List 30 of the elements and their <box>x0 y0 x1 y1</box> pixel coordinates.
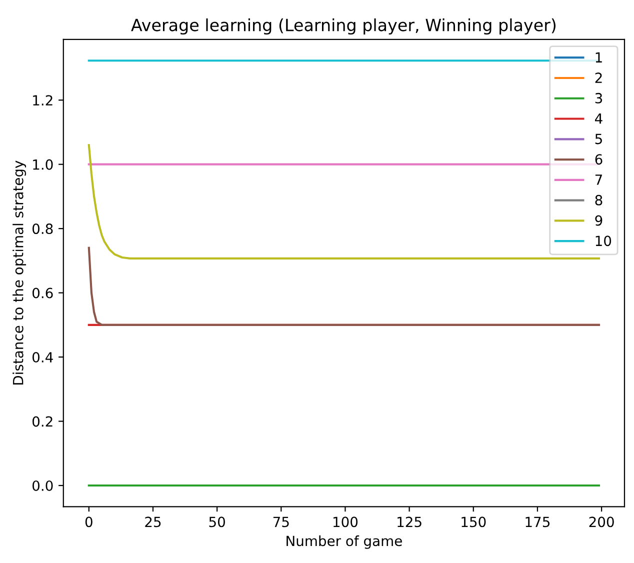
x-axis-title: Number of game <box>286 535 402 549</box>
x-tick-label: 0 <box>85 516 92 528</box>
y-tick-label: 0.6 <box>32 288 53 298</box>
x-tick-label: 200 <box>589 516 614 528</box>
y-tick-label: 1.2 <box>33 95 52 106</box>
x-tick-label: 75 <box>273 516 289 528</box>
legend-label: 3 <box>595 92 602 104</box>
legend-label: 10 <box>596 236 612 246</box>
x-tick-label: 25 <box>145 516 161 528</box>
legend-label: 1 <box>596 52 602 62</box>
legend-label: 5 <box>595 134 602 144</box>
legend-label: 9 <box>595 215 602 226</box>
y-axis-title: Distance to the optimal strategy <box>12 160 26 384</box>
legend-label: 2 <box>595 72 602 83</box>
x-tick-label: 50 <box>209 516 225 528</box>
y-tick-label: 0.0 <box>32 480 53 491</box>
x-tick-label: 150 <box>462 516 486 528</box>
y-tick-label: 0.2 <box>32 416 52 427</box>
x-tick-label: 125 <box>398 516 422 528</box>
legend-label: 8 <box>595 194 602 206</box>
x-tick-label: 100 <box>333 516 358 528</box>
legend-label: 7 <box>595 174 602 185</box>
line-series <box>88 246 600 326</box>
y-tick-label: 0.8 <box>32 224 53 234</box>
y-tick-label: 0.4 <box>32 352 53 363</box>
legend-label: 4 <box>594 113 602 124</box>
chart-title: Average learning (Learning player, Winning player) <box>131 18 556 35</box>
legend-label: 6 <box>595 154 602 165</box>
x-tick-label: 175 <box>526 516 550 528</box>
y-tick-label: 1.0 <box>33 159 53 170</box>
